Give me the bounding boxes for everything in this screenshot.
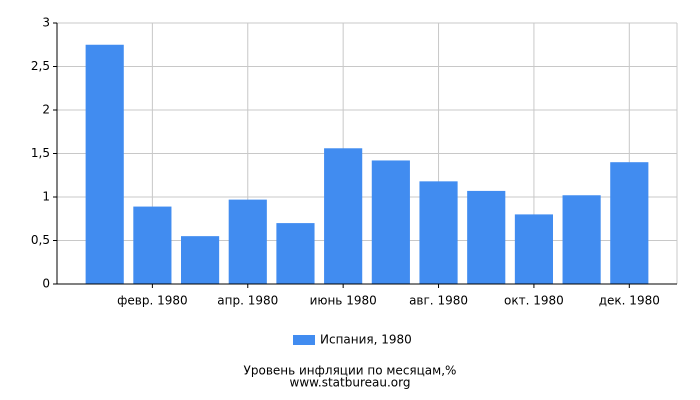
bar bbox=[276, 223, 315, 284]
legend-swatch bbox=[293, 335, 315, 345]
x-tick-label: апр. 1980 bbox=[217, 294, 278, 308]
x-tick-label: окт. 1980 bbox=[504, 294, 564, 308]
y-tick-label: 0 bbox=[42, 277, 50, 291]
x-tick-label: июнь 1980 bbox=[310, 294, 377, 308]
y-tick-label: 1,5 bbox=[31, 146, 50, 160]
source: www.statbureau.org bbox=[290, 376, 411, 390]
bar bbox=[181, 236, 220, 284]
bar bbox=[610, 162, 649, 284]
y-tick-label: 3 bbox=[42, 16, 50, 30]
y-tick-label: 1 bbox=[42, 190, 50, 204]
bar bbox=[467, 190, 506, 284]
x-tick-label: февр. 1980 bbox=[117, 294, 188, 308]
bar bbox=[85, 44, 124, 284]
legend-label: Испания, 1980 bbox=[320, 333, 412, 347]
bar bbox=[371, 160, 410, 284]
bar bbox=[562, 195, 601, 284]
bar bbox=[324, 148, 363, 284]
y-tick-label: 2 bbox=[42, 103, 50, 117]
y-tick-label: 2,5 bbox=[31, 59, 50, 73]
bar bbox=[419, 181, 458, 284]
bar bbox=[228, 199, 267, 284]
bar bbox=[514, 214, 553, 284]
y-tick-label: 0,5 bbox=[31, 233, 50, 247]
chart-title: Уровень инфляции по месяцам,% bbox=[244, 364, 457, 378]
x-tick-label: дек. 1980 bbox=[599, 294, 660, 308]
x-tick-label: авг. 1980 bbox=[409, 294, 468, 308]
bar bbox=[133, 206, 172, 284]
